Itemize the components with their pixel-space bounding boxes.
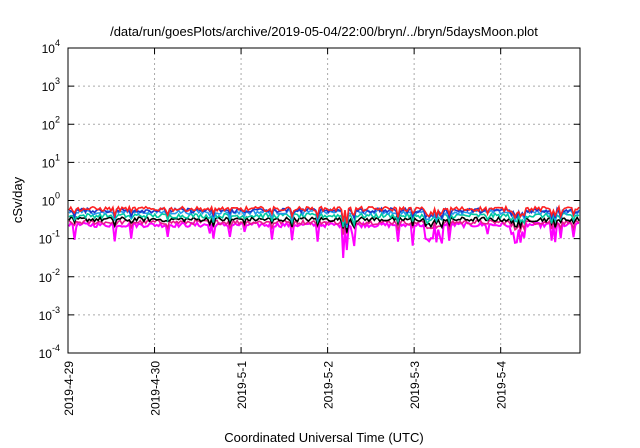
y-tick-label: 104 — [42, 38, 60, 56]
x-ticks: 2019-4-29 2019-4-30 2019-5-1 2019-5-2 2019-5… — [62, 48, 509, 416]
x-tick-label: 2019-5-2 — [322, 361, 336, 409]
y-tick-label: 10-3 — [39, 305, 60, 323]
y-tick-label: 10-2 — [39, 267, 60, 285]
y-axis-label: cSv/day — [10, 176, 25, 223]
series-line — [68, 217, 580, 235]
series-group — [68, 204, 580, 258]
y-ticks: 104 103 102 101 100 10-1 10-2 10-3 10-4 — [39, 38, 580, 361]
y-tick-label: 10-1 — [39, 229, 60, 247]
chart-title: /data/run/goesPlots/archive/2019-05-04/2… — [110, 24, 538, 39]
x-axis-label: Coordinated Universal Time (UTC) — [224, 430, 423, 445]
y-tick-label: 100 — [42, 191, 60, 209]
series-line — [68, 219, 579, 258]
y-tick-label: 102 — [42, 114, 60, 132]
grid — [68, 48, 580, 353]
x-tick-label: 2019-5-3 — [408, 361, 422, 409]
series-line — [68, 215, 580, 233]
y-tick-label: 101 — [42, 152, 60, 170]
x-tick-label: 2019-4-30 — [149, 361, 163, 416]
x-tick-label: 2019-4-29 — [62, 361, 76, 416]
x-tick-label: 2019-5-4 — [495, 361, 509, 409]
series-line — [68, 204, 580, 224]
y-tick-label: 10-4 — [39, 343, 60, 361]
y-tick-label: 103 — [42, 76, 60, 94]
x-tick-label: 2019-5-1 — [235, 361, 249, 409]
series-line — [68, 211, 580, 228]
